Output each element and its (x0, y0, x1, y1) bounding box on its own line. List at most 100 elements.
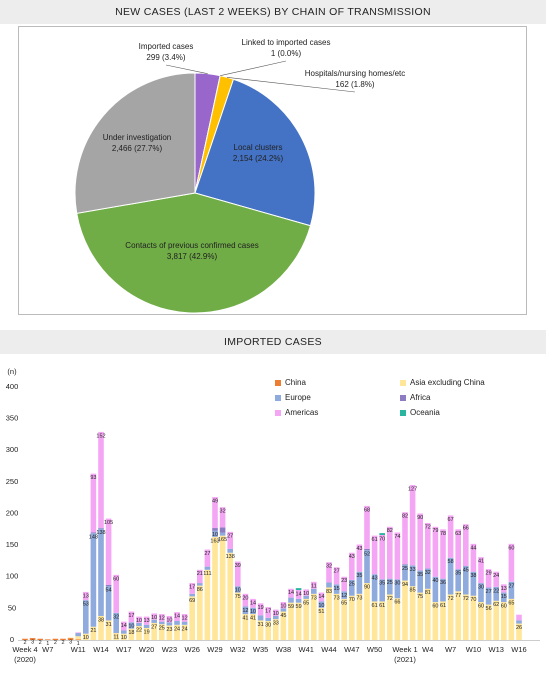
value-label: 73 (356, 595, 362, 601)
value-label: 65 (508, 600, 514, 606)
bar-segment (166, 625, 173, 640)
value-label: 165 (218, 537, 227, 543)
value-label: 82 (402, 514, 408, 520)
value-label: 35 (356, 573, 362, 579)
bar-segment (219, 507, 226, 528)
bar-segment (181, 614, 188, 622)
x-tick-label: W41 (298, 645, 313, 654)
bar-segment (151, 613, 157, 620)
value-label: 163 (210, 538, 219, 544)
value-label: 17 (265, 609, 271, 615)
value-label: 29 (486, 571, 492, 577)
bar-segment (181, 621, 188, 625)
value-label: 25 (159, 626, 165, 632)
legend-label: Europe (285, 393, 311, 402)
value-label: 68 (364, 507, 370, 513)
bar-segment (356, 593, 363, 640)
slice-label: Imported cases (139, 42, 194, 51)
bar-segment (280, 602, 287, 609)
bar-segment (394, 598, 401, 640)
bar-segment (432, 576, 439, 603)
legend-swatch (275, 395, 281, 401)
bar-segment (417, 513, 423, 571)
bar-segment (143, 616, 150, 625)
bar-segment (402, 580, 408, 640)
bar-segment (463, 565, 469, 595)
value-label: 27 (227, 533, 233, 539)
bar-segment (242, 606, 249, 615)
bar-segment (159, 621, 165, 625)
slice-label: Under investigation (103, 133, 171, 142)
x-tick-label: W7 (445, 645, 456, 654)
bar-segment (113, 633, 119, 640)
x-tick-label: W35 (253, 645, 268, 654)
value-label: 41 (242, 616, 248, 622)
value-label: 63 (455, 531, 461, 537)
bar-segment (105, 620, 112, 640)
bar-segment (311, 588, 317, 594)
value-label: 14 (174, 614, 180, 620)
bar-segment (250, 607, 256, 615)
bar-segment (67, 637, 74, 639)
bar-segment (121, 630, 127, 634)
value-label: 13 (144, 618, 150, 624)
bar-segment (75, 633, 81, 637)
value-label: 19 (258, 605, 264, 611)
bar-segment (83, 633, 89, 640)
x-tick-label: W20 (139, 645, 154, 654)
value-label: 43 (356, 546, 362, 552)
value-label: 75 (417, 594, 423, 600)
bar-segment (159, 614, 165, 622)
bar-segment (295, 598, 302, 603)
bar-segment (181, 624, 188, 640)
bar-segment (318, 592, 325, 602)
value-label: 31 (258, 622, 264, 628)
bar-segment (402, 512, 408, 565)
bar-segment (90, 533, 97, 627)
bar-segment (67, 638, 74, 640)
bar-segment (341, 598, 347, 640)
slice-label: Contacts of previous confirmed cases (125, 241, 258, 250)
value-label: 25 (387, 580, 393, 586)
value-label: 105 (104, 520, 113, 526)
value-label: 60 (501, 604, 507, 610)
bar-segment (75, 639, 81, 640)
bar-segment (318, 601, 325, 608)
bar-segment (242, 614, 249, 640)
value-label: 62 (493, 602, 499, 608)
value-label: 41 (478, 559, 484, 565)
bar-segment (257, 615, 264, 621)
value-label: 67 (448, 517, 454, 523)
bar-segment (326, 587, 332, 640)
value-label: 2 (23, 640, 26, 646)
bar-segment (52, 638, 59, 640)
value-label: 22 (136, 628, 142, 634)
value-label: 72 (463, 596, 469, 602)
value-label: 3 (69, 640, 72, 646)
value-label: 73 (311, 595, 317, 601)
value-label: 53 (83, 602, 89, 608)
value-label: 33 (410, 567, 416, 573)
value-label: 85 (410, 588, 416, 594)
x-tick-label: W47 (344, 645, 359, 654)
value-label: 90 (417, 515, 423, 521)
value-label: 69 (189, 598, 195, 604)
value-label: 14 (318, 594, 324, 600)
value-label: 27 (508, 583, 514, 589)
value-label: 1 (46, 641, 49, 647)
value-label: 56 (486, 606, 492, 612)
year-label: (2020) (14, 655, 36, 664)
value-label: 10 (136, 618, 142, 624)
bar-segment (425, 568, 431, 589)
bar-segment (250, 598, 256, 608)
bar-segment (440, 601, 446, 640)
value-label: 23 (341, 578, 347, 584)
legend-swatch (275, 380, 281, 386)
x-tick-label: W26 (184, 645, 199, 654)
y-tick-label: 200 (6, 508, 19, 517)
bar-segment (501, 602, 507, 640)
bar-segment (303, 589, 309, 596)
bar-segment (280, 611, 287, 640)
bar-segment (341, 591, 347, 599)
value-label: 94 (402, 582, 408, 588)
